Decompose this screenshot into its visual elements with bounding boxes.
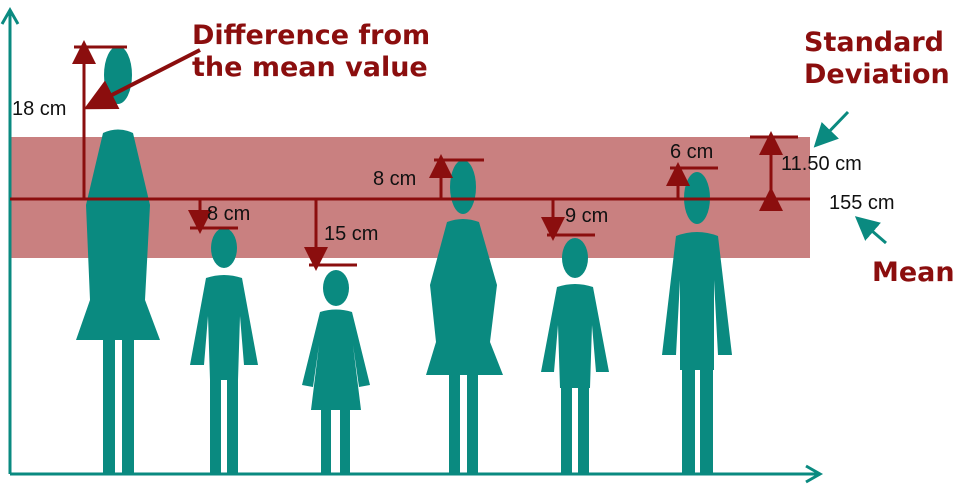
difference-annotation-line-1: Difference from: [192, 20, 431, 51]
std-dev-annotation-line-1: Standard: [804, 27, 944, 58]
std-dev-value: 11.50 cm: [781, 153, 862, 175]
diff-label-person-2: 8 cm: [207, 203, 251, 225]
sd-pointer-arrow: [813, 110, 850, 148]
person-girl: [302, 270, 370, 474]
person-boy-1: [190, 228, 258, 474]
std-dev-annotation-line-2: Deviation: [804, 58, 950, 90]
std-dev-annotation: Standard Deviation: [804, 27, 950, 91]
pointer-arrows: [813, 110, 887, 245]
diff-label-person-5: 9 cm: [565, 205, 609, 227]
diff-label-person-3: 15 cm: [324, 223, 379, 245]
mean-pointer-arrow: [854, 216, 887, 245]
mean-annotation: Mean: [872, 257, 955, 288]
mean-value: 155 cm: [829, 192, 895, 214]
difference-annotation-line-2: the mean value: [192, 51, 428, 83]
diff-label-person-6: 6 cm: [670, 141, 714, 163]
diff-label-person-4: 8 cm: [373, 168, 417, 190]
person-woman-tall: [76, 46, 160, 474]
person-boy-2: [541, 238, 609, 474]
y-axis-arrowhead: [0, 6, 20, 25]
difference-annotation: Difference from the mean value: [192, 20, 430, 84]
difference-brackets: [72, 40, 798, 271]
x-axis-arrowhead: [805, 464, 824, 484]
person-woman: [426, 160, 503, 474]
diff-label-person-1: 18 cm: [12, 98, 67, 120]
